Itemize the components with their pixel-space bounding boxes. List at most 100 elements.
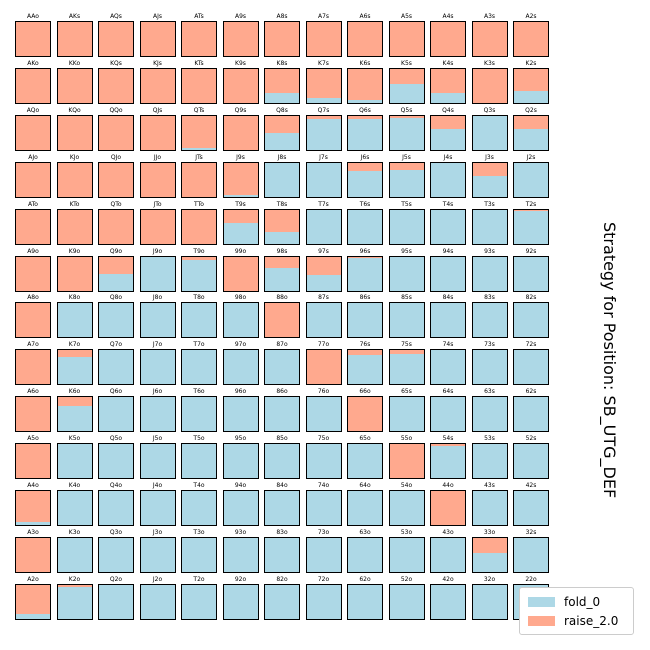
fold-bar (265, 231, 299, 244)
raise-bar (16, 209, 50, 244)
hand-cell (513, 208, 549, 245)
legend-swatch-fold (528, 597, 555, 607)
fold-bar (223, 303, 258, 338)
raise-bar (348, 68, 382, 100)
hand-label: K6o (68, 388, 81, 396)
hand-cell (139, 536, 176, 573)
hand-cell (264, 208, 300, 245)
hand-cell (388, 255, 425, 292)
hand-cell (222, 490, 259, 526)
hand-cell (305, 255, 342, 292)
hand-label: K5s (401, 59, 412, 67)
hand-cell (347, 396, 383, 433)
fold-bar (306, 162, 341, 197)
hand-label: J6o (152, 388, 163, 396)
fold-bar (99, 273, 133, 291)
fold-bar (389, 169, 424, 197)
hand-cell (430, 302, 466, 339)
hand-cell (222, 208, 259, 245)
hand-label: Q5s (400, 106, 413, 114)
hand-label: 44o (442, 482, 454, 489)
raise-bar (223, 22, 258, 56)
fold-bar (182, 350, 216, 385)
hand-label: QJs (152, 106, 163, 114)
fold-bar (514, 350, 548, 385)
raise-bar (16, 115, 50, 150)
hand-label: Q5o (109, 435, 123, 443)
hand-label: J5s (402, 153, 411, 161)
hand-cell (513, 255, 549, 292)
hand-label: 75o (317, 435, 330, 443)
fold-bar (16, 613, 50, 619)
hand-label: J4s (443, 153, 453, 161)
hand-label: TTo (194, 200, 204, 208)
hand-cell (388, 21, 425, 57)
fold-bar (306, 303, 341, 338)
raise-bar (57, 397, 92, 406)
raise-bar (16, 22, 50, 56)
fold-bar (182, 397, 216, 432)
fold-bar (265, 268, 299, 291)
raise-bar (265, 22, 299, 56)
hand-cell (471, 208, 508, 245)
hand-label: AKs (68, 13, 81, 20)
fold-bar (389, 491, 424, 525)
fold-bar (140, 303, 175, 338)
hand-label: Q3o (109, 528, 123, 536)
hand-cell (264, 396, 300, 433)
raise-bar (348, 397, 382, 432)
fold-bar (57, 586, 92, 619)
fold-bar (472, 553, 507, 572)
hand-cell (98, 536, 134, 573)
hand-cell (222, 396, 259, 433)
hand-cell (347, 21, 383, 57)
fold-bar (223, 444, 258, 479)
raise-bar (99, 22, 133, 56)
hand-label: K4o (68, 482, 81, 489)
hand-label: A7s (317, 13, 330, 20)
raise-bar (16, 68, 50, 103)
hand-cell (56, 490, 93, 526)
hand-label: A2o (27, 575, 39, 583)
hand-cell (181, 349, 217, 386)
hand-cell (56, 583, 93, 620)
hand-label: 54s (442, 435, 454, 443)
hand-label: A5s (400, 13, 413, 20)
raise-bar (306, 68, 341, 98)
raise-bar (57, 350, 92, 358)
fold-bar (99, 537, 133, 572)
raise-bar (99, 256, 133, 274)
hand-label: AKo (27, 59, 39, 67)
raise-bar (16, 303, 50, 338)
raise-bar (99, 162, 133, 197)
hand-label: Q9o (109, 247, 123, 255)
hand-cell (347, 67, 383, 104)
hand-label: KTo (69, 200, 80, 208)
hand-label: 82s (525, 294, 537, 302)
hand-label: K9o (68, 247, 81, 255)
hand-label: 76o (317, 388, 330, 396)
hand-label: T9s (235, 200, 246, 208)
raise-bar (348, 162, 382, 172)
hand-cell (347, 536, 383, 573)
hand-cell (305, 583, 342, 620)
hand-label: J8s (277, 153, 287, 161)
fold-bar (389, 303, 424, 338)
hand-label: 95s (401, 247, 412, 255)
hand-label: 92s (525, 247, 537, 255)
raise-bar (431, 22, 465, 56)
hand-cell (471, 161, 508, 198)
raise-bar (223, 209, 258, 224)
fold-bar (514, 129, 548, 150)
raise-bar (389, 162, 424, 170)
fold-bar (348, 209, 382, 244)
hand-label: J3s (485, 153, 494, 161)
fold-bar (306, 97, 341, 103)
fold-bar (140, 444, 175, 479)
fold-bar (57, 491, 92, 525)
hand-label: J2o (152, 575, 163, 583)
fold-bar (348, 584, 382, 619)
hand-label: K5o (68, 435, 81, 443)
fold-bar (182, 259, 216, 291)
